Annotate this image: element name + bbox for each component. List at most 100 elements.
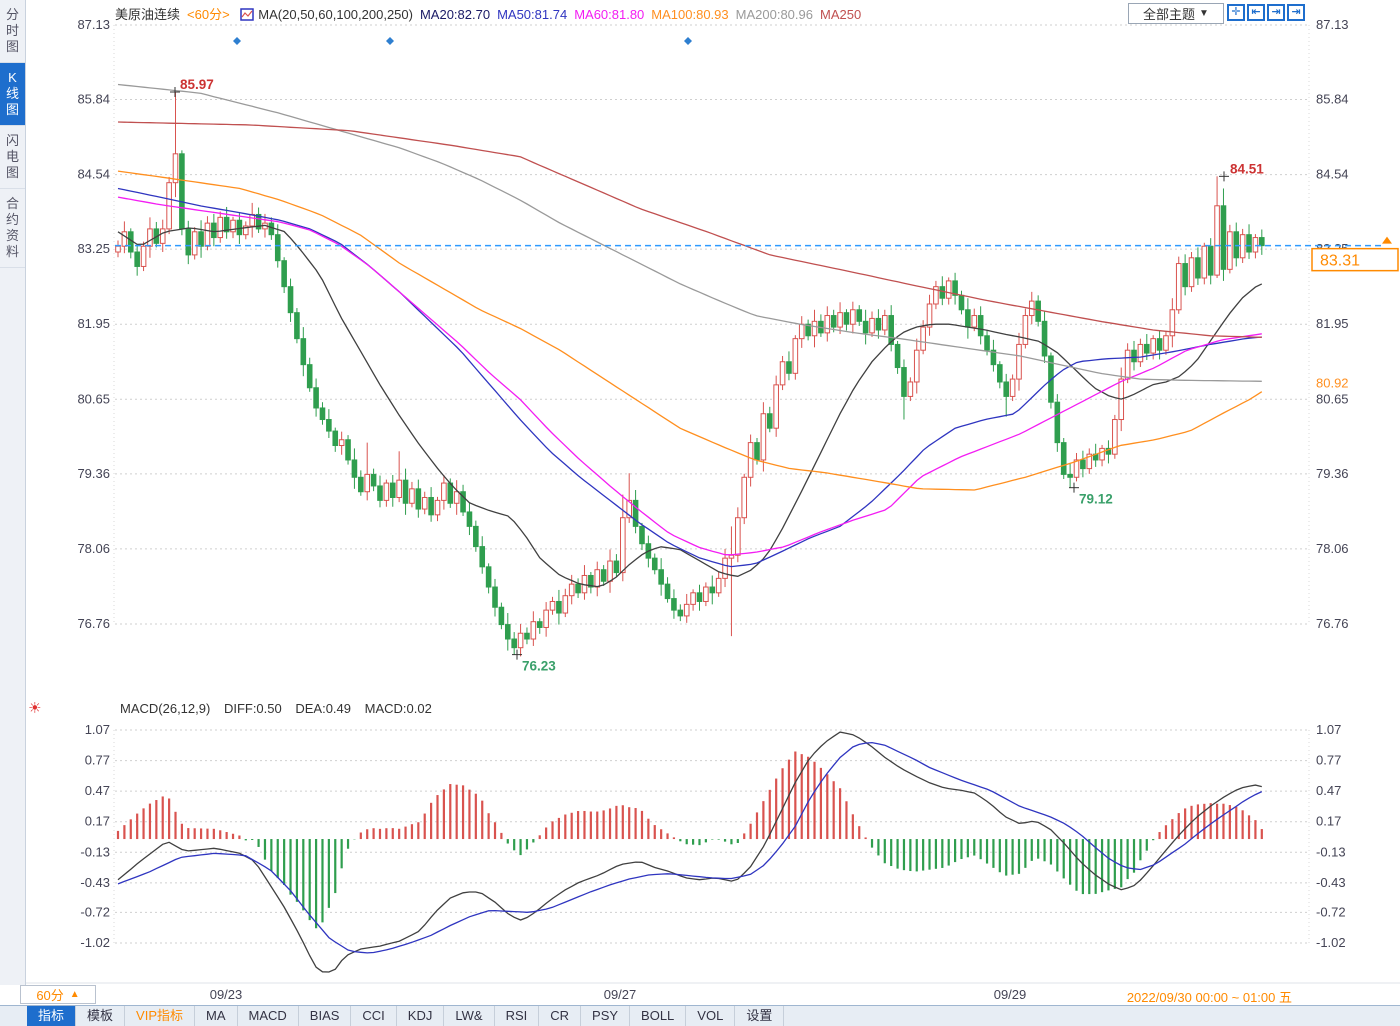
svg-text:87.13: 87.13	[1316, 17, 1349, 32]
svg-text:-0.72: -0.72	[80, 904, 110, 919]
tab-BOLL[interactable]: BOLL	[630, 1006, 687, 1026]
candlestick-layer	[115, 92, 1265, 657]
tab-设置[interactable]: 设置	[735, 1006, 785, 1026]
svg-text:-0.13: -0.13	[1316, 844, 1346, 859]
svg-text:79.36: 79.36	[77, 466, 110, 481]
session-time-label: 2022/09/30 00:00 ~ 01:00 五	[1126, 990, 1292, 1005]
sidebar-item-3[interactable]: 合 约 资 料	[0, 189, 25, 268]
event-diamond-icons	[233, 37, 692, 45]
svg-text:0.17: 0.17	[85, 814, 110, 829]
svg-text:83.25: 83.25	[77, 241, 110, 256]
zoom-range-right-icon[interactable]: ⇥	[1267, 4, 1285, 21]
svg-text:76.76: 76.76	[77, 616, 110, 631]
svg-text:78.06: 78.06	[1316, 541, 1349, 556]
theme-dropdown[interactable]: 全部主题 ▼	[1128, 3, 1224, 24]
svg-text:0.77: 0.77	[85, 753, 110, 768]
ma100-right-label: 80.92	[1316, 376, 1349, 391]
svg-text:87.13: 87.13	[77, 17, 110, 32]
chart-canvas[interactable]: 87.1387.1385.8485.8484.5484.5483.2583.25…	[0, 0, 1400, 1005]
legend-item: MA250	[819, 7, 862, 22]
svg-text:83.31: 83.31	[1320, 253, 1360, 270]
svg-text:-0.43: -0.43	[1316, 875, 1346, 890]
sidebar-item-0[interactable]: 分 时 图	[0, 0, 25, 63]
macd-macd-value: MACD:0.02	[364, 701, 432, 716]
tab-CR[interactable]: CR	[539, 1006, 582, 1026]
svg-text:84.54: 84.54	[1316, 167, 1349, 182]
ma-chart-icon	[240, 8, 255, 21]
svg-text:80.65: 80.65	[1316, 391, 1349, 406]
svg-text:0.17: 0.17	[1316, 814, 1341, 829]
tab-VOL[interactable]: VOL	[686, 1006, 736, 1026]
tab-MACD[interactable]: MACD	[238, 1006, 299, 1026]
ma-line-MA200	[117, 83, 1262, 382]
svg-text:1.07: 1.07	[85, 722, 110, 737]
macd-dea-value: DEA:0.49	[295, 701, 352, 716]
tab-指标[interactable]: 指标	[27, 1006, 77, 1026]
tab-BIAS[interactable]: BIAS	[299, 1006, 352, 1026]
current-price-marker: 83.31	[115, 236, 1399, 272]
legend-item: MA50:81.74	[497, 7, 568, 22]
period-selector[interactable]: 60分 ▲	[20, 985, 96, 1004]
tab-KDJ[interactable]: KDJ	[397, 1006, 445, 1026]
svg-text:0.47: 0.47	[1316, 783, 1341, 798]
ma-line-MA100	[117, 170, 1263, 491]
macd-legend: MACD(26,12,9) DIFF:0.50 DEA:0.49 MACD:0.…	[120, 701, 442, 716]
gridlines: 87.1387.1385.8485.8484.5484.5483.2583.25…	[0, 17, 1400, 984]
ma-legend-values: MA(20,50,60,100,200,250) MA20:82.70 MA50:8…	[258, 7, 868, 22]
chart-legend: 美原油连续 <60分> MA(20,50,60,100,200,250) MA20:…	[115, 4, 875, 23]
indicator-sun-icon[interactable]: ☀	[28, 700, 42, 717]
svg-text:79.36: 79.36	[1316, 466, 1349, 481]
tab-LW&[interactable]: LW&	[444, 1006, 495, 1026]
ma-lines-layer	[117, 83, 1263, 588]
theme-dropdown-label: 全部主题	[1143, 7, 1196, 22]
svg-text:-0.43: -0.43	[80, 875, 110, 890]
chart-toolbar: ✛ ⇤ ⇥ ⇥	[1227, 4, 1305, 21]
svg-text:84.54: 84.54	[77, 167, 110, 182]
tab-MA[interactable]: MA	[195, 1006, 238, 1026]
chevron-down-icon: ▼	[1199, 8, 1209, 19]
macd-dea-line	[117, 741, 1263, 954]
date-tick-label: 09/27	[603, 987, 637, 1002]
svg-text:85.97: 85.97	[180, 77, 214, 92]
ma-line-MA20	[117, 224, 1263, 588]
legend-item: MA200:80.96	[735, 7, 813, 22]
svg-text:84.51: 84.51	[1230, 161, 1264, 176]
indicator-tabbar: 指标 模板 VIP指标 MA MACD BIAS CCI KDJ LW& RSI CR PSY BOLL…	[0, 1005, 1400, 1026]
price-annotations: 85.97 84.51 76.23 79.12	[170, 77, 1264, 674]
svg-text:1.07: 1.07	[1316, 722, 1341, 737]
macd-diff-value: DIFF:0.50	[223, 701, 282, 716]
period-badge: <60分>	[187, 7, 230, 22]
svg-text:-0.13: -0.13	[80, 844, 110, 859]
crosshair-icon[interactable]: ✛	[1227, 4, 1245, 21]
sidebar-item-1[interactable]: K 线 图	[0, 63, 25, 126]
tab-模板[interactable]: 模板	[76, 1006, 126, 1026]
tab-PSY[interactable]: PSY	[581, 1006, 631, 1026]
tab-VIP指标[interactable]: VIP指标	[125, 1006, 195, 1026]
tab-RSI[interactable]: RSI	[495, 1006, 540, 1026]
svg-text:80.65: 80.65	[77, 391, 110, 406]
zoom-range-left-icon[interactable]: ⇤	[1247, 4, 1265, 21]
legend-item: MA60:81.80	[574, 7, 645, 22]
triangle-up-icon: ▲	[69, 989, 80, 1000]
svg-text:0.77: 0.77	[1316, 753, 1341, 768]
svg-text:81.95: 81.95	[1316, 316, 1349, 331]
symbol-name: 美原油连续	[115, 7, 181, 22]
sidebar-item-2[interactable]: 闪 电 图	[0, 126, 25, 189]
svg-text:78.06: 78.06	[77, 541, 110, 556]
date-tick-label: 09/23	[209, 987, 243, 1002]
macd-diff-line	[117, 731, 1262, 973]
svg-text:85.84: 85.84	[1316, 92, 1349, 107]
period-selector-label: 60分	[36, 988, 64, 1003]
svg-text:85.84: 85.84	[77, 92, 110, 107]
svg-text:0.47: 0.47	[85, 783, 110, 798]
svg-text:81.95: 81.95	[77, 316, 110, 331]
tab-CCI[interactable]: CCI	[351, 1006, 397, 1026]
svg-text:79.12: 79.12	[1079, 492, 1113, 507]
export-icon[interactable]: ⇥	[1287, 4, 1305, 21]
svg-text:76.23: 76.23	[522, 659, 556, 674]
date-tick-label: 09/29	[993, 987, 1027, 1002]
svg-text:-1.02: -1.02	[80, 935, 110, 950]
svg-text:-0.72: -0.72	[1316, 904, 1346, 919]
